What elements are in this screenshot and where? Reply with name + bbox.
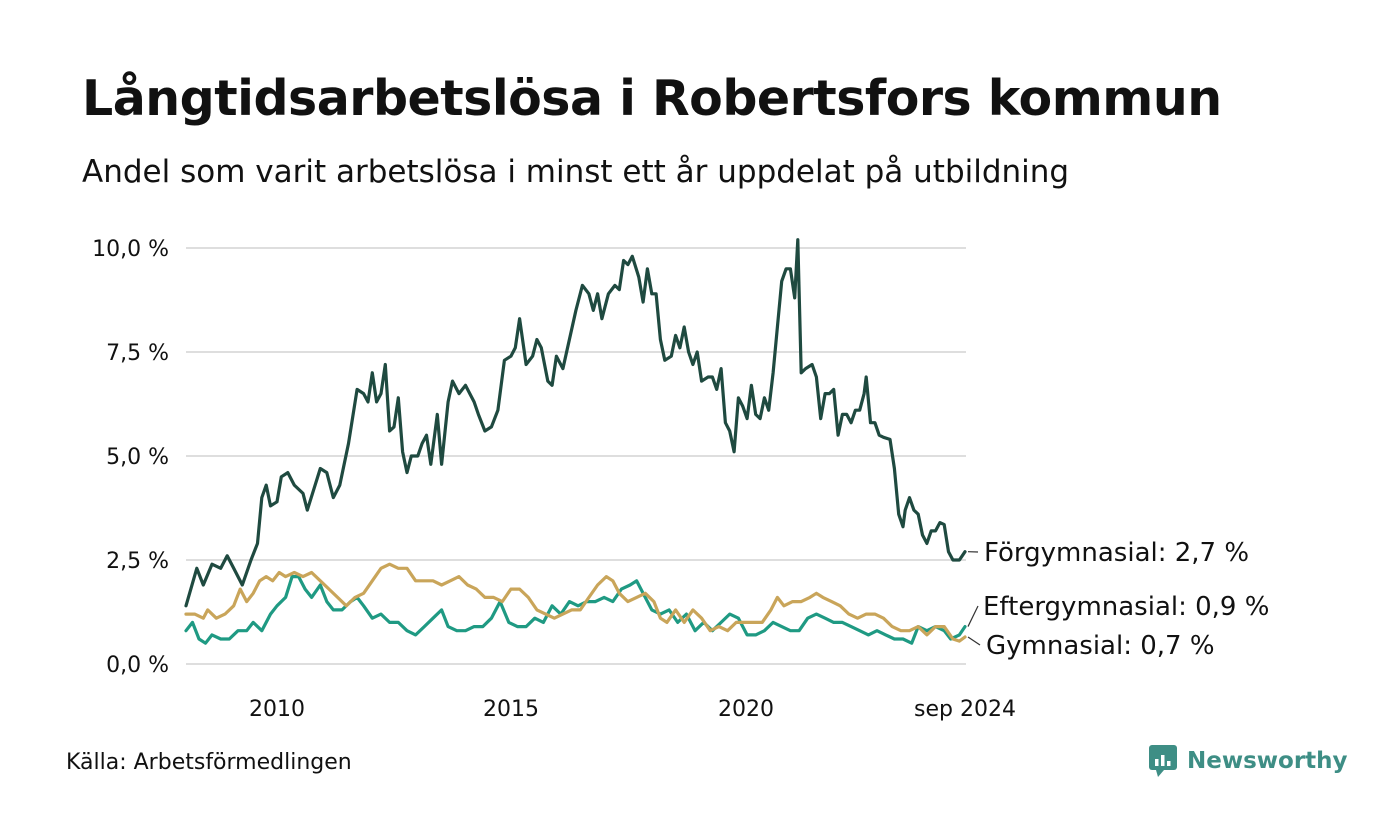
brand-logo: Newsworthy	[1148, 744, 1348, 778]
y-tick-label: 2,5 %	[106, 549, 169, 574]
x-tick-label: 2015	[483, 697, 539, 722]
series-line-eftergymnasial	[184, 575, 967, 645]
y-tick-label: 0,0 %	[106, 653, 169, 678]
source-note: Källa: Arbetsförmedlingen	[66, 750, 352, 775]
leader-line	[967, 636, 981, 646]
series-end-label: Förgymnasial: 2,7 %	[984, 538, 1249, 568]
chart-title: Långtidsarbetslösa i Robertsfors kommun	[82, 70, 1222, 127]
x-tick-label: 2010	[249, 697, 305, 722]
y-tick-label: 7,5 %	[106, 341, 169, 366]
series-end-labels: Förgymnasial: 2,7 % Eftergymnasial: 0,9 %…	[967, 538, 1269, 661]
gridlines	[186, 247, 966, 665]
chart-subtitle: Andel som varit arbetslösa i minst ett å…	[82, 154, 1070, 190]
newsworthy-logo-icon	[1149, 745, 1177, 777]
y-axis-tick-labels: 0,0 % 2,5 % 5,0 % 7,5 % 10,0 %	[92, 237, 169, 678]
leader-line	[967, 605, 979, 627]
series-lines	[184, 238, 967, 645]
x-tick-label: sep 2024	[914, 697, 1016, 722]
y-tick-label: 10,0 %	[92, 237, 169, 262]
series-line-förgymnasial	[184, 238, 967, 608]
x-axis-tick-labels: 2010 2015 2020 sep 2024	[249, 697, 1016, 722]
series-line-gymnasial	[184, 562, 967, 643]
y-tick-label: 5,0 %	[106, 445, 169, 470]
x-tick-label: 2020	[718, 697, 774, 722]
series-end-label: Gymnasial: 0,7 %	[986, 631, 1215, 661]
series-end-label: Eftergymnasial: 0,9 %	[983, 592, 1269, 622]
brand-name: Newsworthy	[1187, 748, 1348, 774]
